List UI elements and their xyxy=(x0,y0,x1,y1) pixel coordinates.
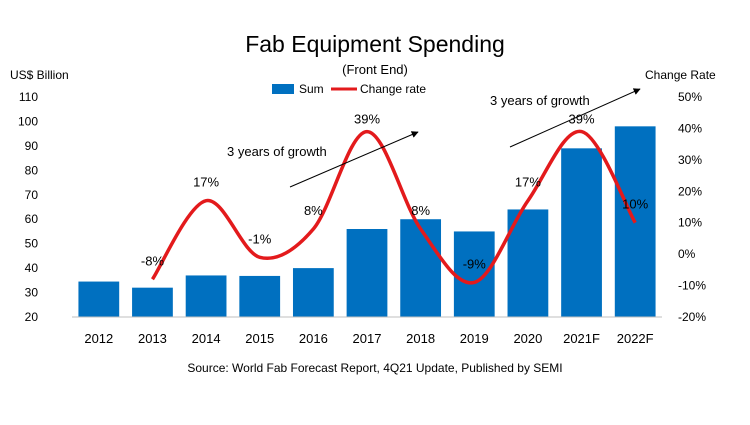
y-tick-label: 20 xyxy=(25,310,39,324)
bars-group xyxy=(78,126,656,317)
x-tick-label: 2016 xyxy=(299,331,328,346)
bar-2021F xyxy=(561,148,602,317)
legend-label-sum: Sum xyxy=(299,82,324,96)
y-tick-label: 30 xyxy=(25,286,39,300)
source-note: Source: World Fab Forecast Report, 4Q21 … xyxy=(187,361,562,375)
annotations: 3 years of growth 3 years of growth xyxy=(227,88,641,188)
y2-tick-label: 30% xyxy=(678,153,702,167)
x-tick-label: 2015 xyxy=(245,331,274,346)
chart-title: Fab Equipment Spending xyxy=(245,31,505,57)
x-tick-label: 2014 xyxy=(192,331,221,346)
bar-2013 xyxy=(132,287,173,317)
legend: Sum Change rate xyxy=(272,82,426,96)
y-tick-label: 50 xyxy=(25,237,39,251)
x-tick-label: 2017 xyxy=(353,331,382,346)
x-axis-tick-labels: 2012 2013 2014 2015 2016 2017 2018 2019 2020 2021… xyxy=(84,331,653,346)
growth-arrow-1 xyxy=(289,131,419,188)
data-label-2017: 39% xyxy=(354,112,380,127)
y-tick-label: 70 xyxy=(25,188,39,202)
y2-tick-label: 40% xyxy=(678,121,702,135)
data-label-2020: 17% xyxy=(515,175,541,190)
x-tick-label: 2022F xyxy=(617,331,654,346)
data-labels: -8% 17% -1% 8% 39% 8% -9% 17% 39% 10% xyxy=(141,112,649,272)
bar-2017 xyxy=(346,229,388,317)
y2-axis-ticks: -20% -10% 0% 10% 20% 30% 40% 50% xyxy=(678,90,706,324)
x-tick-label: 2021F xyxy=(563,331,600,346)
y2-tick-label: 0% xyxy=(678,247,696,261)
bar-2014 xyxy=(185,275,227,317)
chart-subtitle: (Front End) xyxy=(342,62,408,77)
growth-arrow-2 xyxy=(509,88,641,148)
bar-2015 xyxy=(239,275,281,317)
annotation-growth-2: 3 years of growth xyxy=(490,93,590,108)
bar-2012 xyxy=(78,281,120,317)
y-tick-label: 80 xyxy=(25,163,39,177)
data-label-2013: -8% xyxy=(141,253,165,268)
data-label-2022F: 10% xyxy=(622,197,648,212)
annotation-growth-1: 3 years of growth xyxy=(227,144,327,159)
data-label-2019: -9% xyxy=(463,256,487,271)
y-tick-label: 40 xyxy=(25,261,39,275)
bar-2016 xyxy=(292,268,334,317)
y2-tick-label: -10% xyxy=(678,279,706,293)
y2-tick-label: -20% xyxy=(678,310,706,324)
legend-swatch-sum xyxy=(272,84,294,94)
bar-2018 xyxy=(400,219,442,317)
y-axis-ticks: 20 30 40 50 60 70 80 90 100 110 xyxy=(18,90,38,324)
data-label-2014: 17% xyxy=(193,175,219,190)
y-tick-label: 90 xyxy=(25,139,39,153)
x-tick-label: 2019 xyxy=(460,331,489,346)
data-label-2018: 8% xyxy=(411,203,430,218)
data-label-2021F: 39% xyxy=(569,112,595,127)
legend-label-change-rate: Change rate xyxy=(360,82,426,96)
y2-axis-label: Change Rate xyxy=(645,68,716,82)
change-rate-line xyxy=(150,129,637,285)
data-label-2015: -1% xyxy=(248,231,272,246)
x-tick-label: 2020 xyxy=(513,331,542,346)
bar-2019 xyxy=(453,231,495,317)
y2-tick-label: 50% xyxy=(678,90,702,104)
data-label-2016: 8% xyxy=(304,203,323,218)
x-tick-label: 2013 xyxy=(138,331,167,346)
y-tick-label: 60 xyxy=(25,212,39,226)
y-axis-label: US$ Billion xyxy=(10,68,69,82)
y-tick-label: 110 xyxy=(19,90,38,104)
y-tick-label: 100 xyxy=(18,114,38,128)
y2-tick-label: 20% xyxy=(678,184,702,198)
x-tick-label: 2012 xyxy=(84,331,113,346)
x-tick-label: 2018 xyxy=(406,331,435,346)
y2-tick-label: 10% xyxy=(678,216,702,230)
